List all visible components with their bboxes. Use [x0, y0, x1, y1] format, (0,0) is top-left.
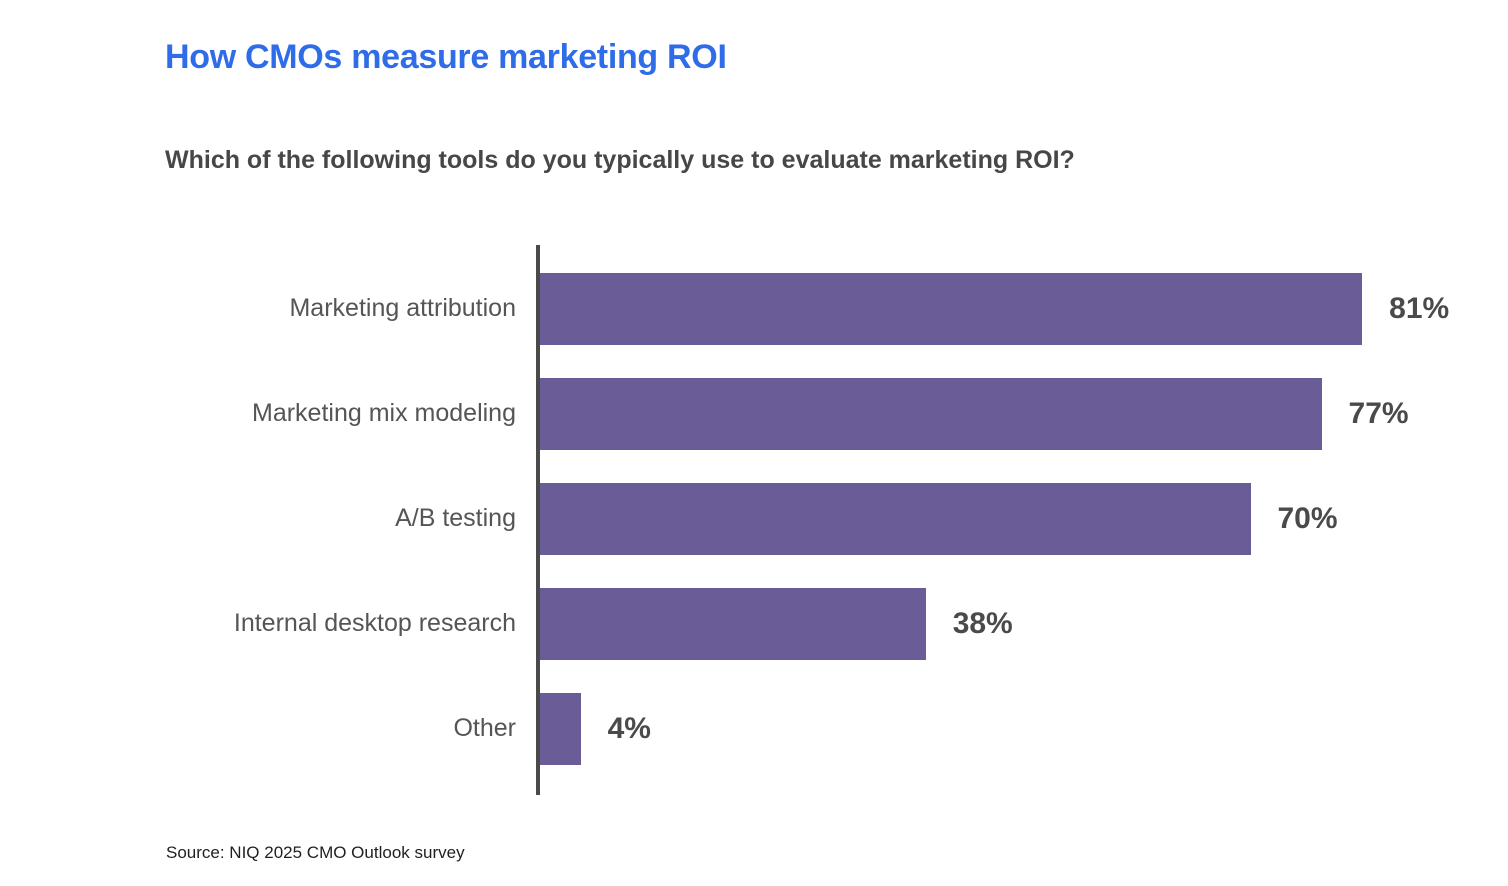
- bar-chart: Marketing attribution 81% Marketing mix mo…: [0, 256, 1508, 781]
- chart-row: Other 4%: [0, 676, 1508, 781]
- bar-track: 70%: [540, 482, 1508, 555]
- chart-row: Marketing attribution 81%: [0, 256, 1508, 361]
- bar: [540, 377, 1322, 450]
- value-label: 70%: [1277, 501, 1338, 535]
- value-label: 81%: [1389, 291, 1450, 325]
- bar-track: 38%: [540, 587, 1508, 660]
- source-note: Source: NIQ 2025 CMO Outlook survey: [166, 843, 465, 862]
- value-label: 77%: [1348, 396, 1409, 430]
- chart-row: Internal desktop research 38%: [0, 571, 1508, 676]
- y-axis-line: [536, 245, 540, 795]
- bar: [540, 692, 581, 765]
- bar: [540, 587, 926, 660]
- bar-track: 4%: [540, 692, 1508, 765]
- bar-track: 81%: [540, 272, 1508, 345]
- chart-title: How CMOs measure marketing ROI: [165, 38, 727, 76]
- bar: [540, 482, 1251, 555]
- chart-subtitle: Which of the following tools do you typi…: [165, 146, 1075, 174]
- value-label: 4%: [607, 711, 651, 745]
- category-label: Internal desktop research: [233, 609, 516, 637]
- bar: [540, 272, 1363, 345]
- category-label: A/B testing: [395, 504, 516, 532]
- chart-row: Marketing mix modeling 77%: [0, 361, 1508, 466]
- category-label: Marketing attribution: [289, 294, 516, 322]
- bar-track: 77%: [540, 377, 1508, 450]
- category-label: Marketing mix modeling: [252, 399, 516, 427]
- chart-row: A/B testing 70%: [0, 466, 1508, 571]
- category-label: Other: [453, 714, 516, 742]
- value-label: 38%: [952, 606, 1013, 640]
